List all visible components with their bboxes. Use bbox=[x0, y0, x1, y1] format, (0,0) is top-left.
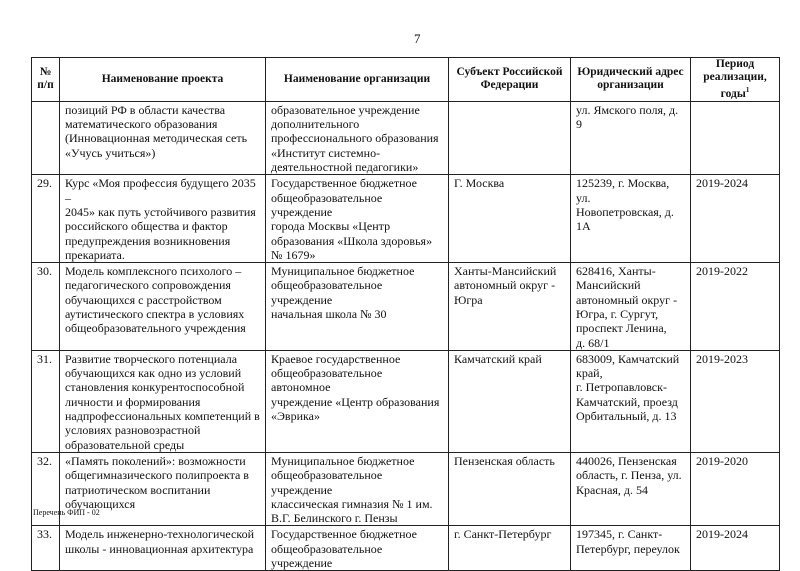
cell-org: Муниципальное бюджетное общеобразователь… bbox=[265, 451, 449, 527]
footnote-mark: 1 bbox=[745, 86, 750, 94]
cell-period: 2019-2020 bbox=[690, 451, 780, 527]
table-row: 31. Развитие творческого потенциала обуча… bbox=[31, 349, 780, 453]
cell-subject bbox=[448, 100, 571, 176]
header-project: Наименование проекта bbox=[59, 57, 266, 102]
cell-subject: Ханты-Мансийский автономный округ - Югра bbox=[448, 262, 571, 351]
cell-period bbox=[690, 100, 780, 176]
cell-address: ул. Ямского поля, д. 9 bbox=[570, 100, 691, 176]
cell-project: Курс «Моя профессия будущего 2035 – 2045… bbox=[59, 174, 266, 264]
cell-period: 2019-2024 bbox=[690, 525, 780, 571]
cell-address: 197345, г. Санкт- Петербург, переулок bbox=[570, 525, 691, 571]
cell-num: 30. bbox=[31, 262, 60, 351]
table-row: 30. Модель комплексного психолого – педаг… bbox=[31, 262, 780, 351]
cell-project: Модель инженерно-технологической школы -… bbox=[59, 525, 266, 571]
cell-num: 32. bbox=[31, 451, 60, 527]
header-num: № п/п bbox=[31, 57, 60, 102]
cell-org: Муниципальное бюджетное общеобразователь… bbox=[265, 262, 449, 351]
cell-period: 2019-2023 bbox=[690, 349, 780, 453]
cell-subject: г. Санкт-Петербург bbox=[448, 525, 571, 571]
cell-period: 2019-2022 bbox=[690, 262, 780, 351]
table-header-row: № п/п Наименование проекта Наименование … bbox=[31, 57, 780, 102]
cell-subject: Г. Москва bbox=[448, 174, 571, 264]
cell-address: 440026, Пензенская область, г. Пенза, ул… bbox=[570, 451, 691, 527]
page-number: 7 bbox=[414, 31, 421, 46]
cell-org: Краевое государственное общеобразователь… bbox=[265, 349, 449, 453]
cell-num: 33. bbox=[31, 525, 60, 571]
cell-period: 2019-2024 bbox=[690, 174, 780, 264]
cell-subject: Пензенская область bbox=[448, 451, 571, 527]
cell-org: образовательное учреждение дополнительно… bbox=[265, 100, 449, 176]
cell-address: 683009, Камчатский край, г. Петропавловс… bbox=[570, 349, 691, 453]
cell-org: Государственное бюджетное общеобразовате… bbox=[265, 525, 449, 571]
footer-doc-code: Перечень ФИП - 02 bbox=[33, 508, 100, 517]
cell-org: Государственное бюджетное общеобразовате… bbox=[265, 174, 449, 264]
table-row: 29. Курс «Моя профессия будущего 2035 – 2… bbox=[31, 174, 780, 264]
table-row: 32. «Память поколений»: возможности общег… bbox=[31, 451, 780, 527]
header-period: Период реализации, годы1 bbox=[690, 57, 780, 102]
header-org: Наименование организации bbox=[265, 57, 449, 102]
table-row: позиций РФ в области качества математиче… bbox=[31, 100, 780, 176]
table-row: 33. Модель инженерно-технологической школ… bbox=[31, 525, 780, 571]
header-subject: Субъект Российской Федерации bbox=[448, 57, 571, 102]
cell-project: «Память поколений»: возможности общегимн… bbox=[59, 451, 266, 527]
cell-address: 125239, г. Москва, ул. Новопетровская, д… bbox=[570, 174, 691, 264]
header-address: Юридический адрес организации bbox=[570, 57, 691, 102]
cell-num: 29. bbox=[31, 174, 60, 264]
cell-address: 628416, Ханты- Мансийский автономный окр… bbox=[570, 262, 691, 351]
cell-project: Развитие творческого потенциала обучающи… bbox=[59, 349, 266, 453]
cell-num bbox=[31, 100, 60, 176]
cell-num: 31. bbox=[31, 349, 60, 453]
cell-project: Модель комплексного психолого – педагоги… bbox=[59, 262, 266, 351]
cell-project: позиций РФ в области качества математиче… bbox=[59, 100, 266, 176]
cell-subject: Камчатский край bbox=[448, 349, 571, 453]
projects-table: № п/п Наименование проекта Наименование … bbox=[31, 57, 780, 571]
